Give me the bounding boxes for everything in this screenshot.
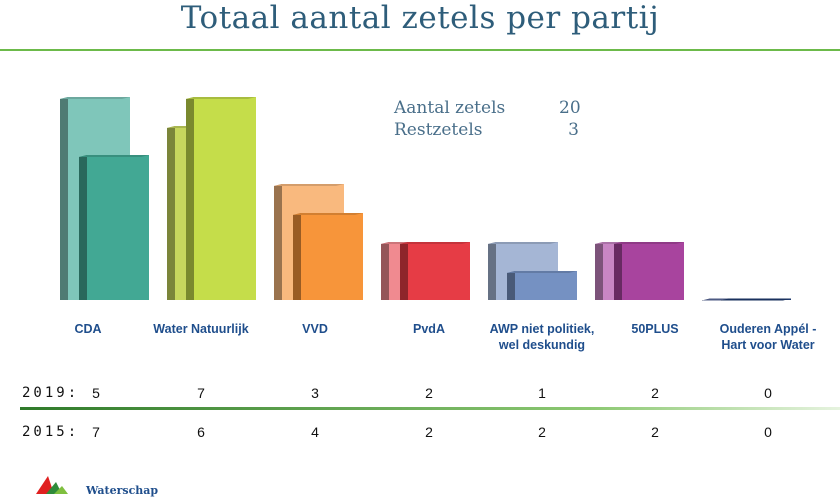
seats-2019-value: 2	[425, 385, 433, 401]
seats-2019-value: 7	[197, 385, 205, 401]
bar-2019-2	[293, 213, 363, 300]
category-label: Ouderen Appél - Hart voor Water	[719, 322, 817, 352]
bar-2019-5	[614, 242, 684, 300]
bar-2019-0	[79, 155, 149, 300]
seats-row: Aantal zetels 20	[394, 97, 581, 119]
category-label: AWP niet politiek, wel deskundig	[489, 322, 595, 352]
title-divider	[0, 49, 840, 51]
seats-2015-value: 0	[764, 424, 772, 440]
seat-summary: Aantal zetels 20 Restzetels 3	[394, 97, 581, 141]
seats-2019-value: 1	[538, 385, 546, 401]
table-divider	[20, 407, 840, 410]
category-label: 50PLUS	[631, 322, 679, 336]
seats-2019-value: 0	[764, 385, 772, 401]
seats-2019-value: 5	[92, 385, 100, 401]
seats-2019-value: 3	[311, 385, 319, 401]
logo-text: Waterschap	[86, 484, 159, 497]
year-2015-label: 2015:	[22, 424, 80, 440]
category-label: PvdA	[413, 322, 445, 336]
category-label: VVD	[302, 322, 328, 336]
bar-2019-1	[186, 97, 256, 300]
bar-2019-4	[507, 271, 577, 300]
seats-2015-value: 7	[92, 424, 100, 440]
seats-label: Aantal zetels	[394, 98, 506, 118]
chart-title: Totaal aantal zetels per partij	[180, 0, 660, 36]
category-label: CDA	[74, 322, 102, 336]
rest-row: Restzetels 3	[394, 119, 579, 141]
seats-2019-value: 2	[651, 385, 659, 401]
rest-label: Restzetels	[394, 120, 483, 140]
year-2019-label: 2019:	[22, 385, 80, 401]
seats-2015-value: 6	[197, 424, 205, 440]
rest-value: 3	[568, 120, 579, 140]
seats-2015-value: 2	[651, 424, 659, 440]
waterschap-logo-icon	[36, 476, 68, 494]
bar-2019-3	[400, 242, 470, 300]
bar-2019-6	[721, 298, 791, 301]
seats-2015-value: 2	[538, 424, 546, 440]
seats-2015-value: 4	[311, 424, 319, 440]
seats-2015-value: 2	[425, 424, 433, 440]
bar-chart	[60, 97, 791, 301]
category-label: Water Natuurlijk	[153, 322, 249, 336]
seats-value: 20	[559, 98, 581, 118]
